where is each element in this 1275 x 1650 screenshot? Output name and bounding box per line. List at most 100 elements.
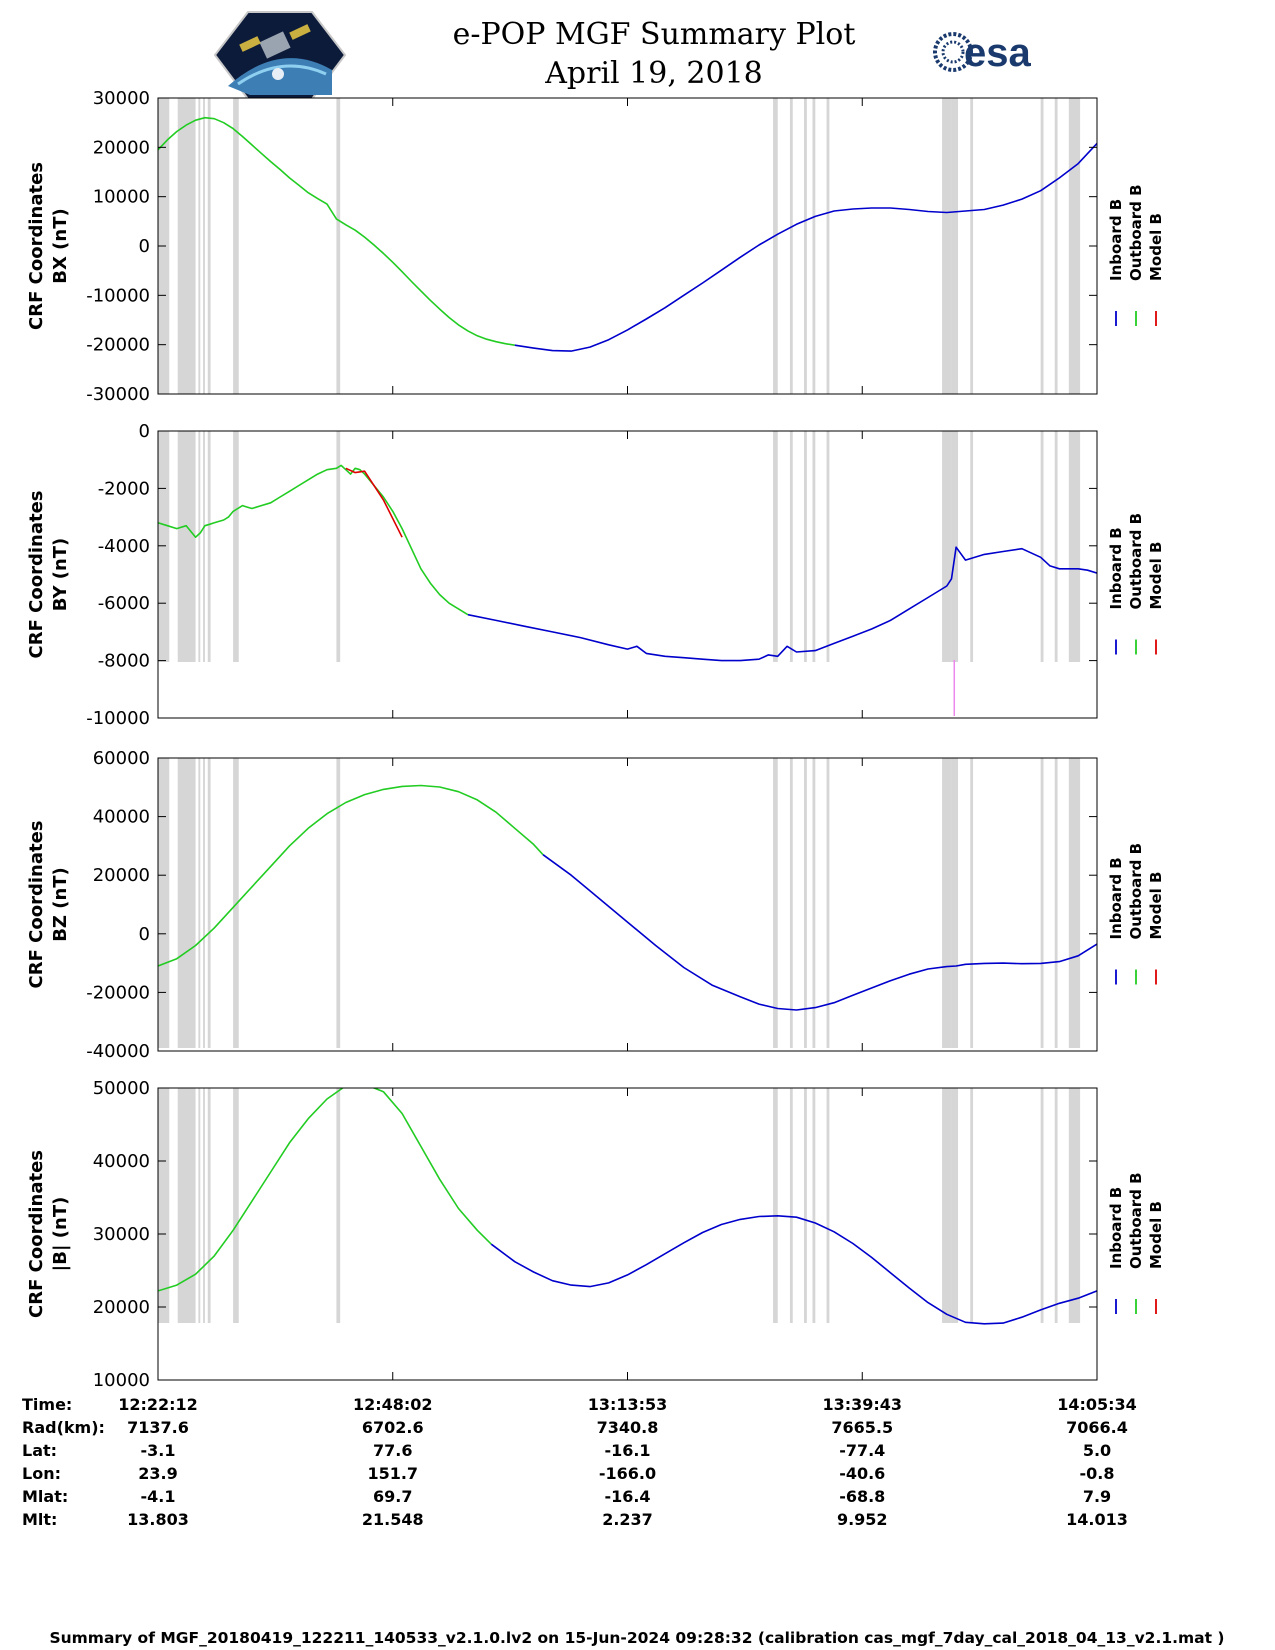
data-gap-band xyxy=(336,1088,341,1323)
orbit-cell: 7066.4 xyxy=(1066,1418,1128,1437)
data-gap-band xyxy=(1040,98,1044,394)
data-gap-band xyxy=(233,98,239,394)
data-gap-band xyxy=(789,431,793,662)
data-gap-band xyxy=(158,758,170,1048)
data-gap-band xyxy=(804,431,807,662)
data-gap-band xyxy=(826,1088,830,1323)
data-gap-band xyxy=(789,758,793,1048)
data-gap-band xyxy=(804,1088,807,1323)
orbit-cell: 9.952 xyxy=(837,1510,888,1529)
orbit-cell: 5.0 xyxy=(1083,1441,1111,1460)
y-tick-label: -8000 xyxy=(98,651,150,672)
orbit-cell: 13.803 xyxy=(127,1510,189,1529)
y-tick-label: -20000 xyxy=(86,982,150,1003)
plot-area xyxy=(158,758,1097,1051)
data-gap-band xyxy=(942,1088,952,1323)
y-tick-label: 50000 xyxy=(93,1078,150,1099)
plot-area xyxy=(158,98,1097,394)
data-gap-band xyxy=(773,98,778,394)
data-gap-band xyxy=(207,431,211,662)
y-tick-label: 40000 xyxy=(93,1151,150,1172)
plot-area xyxy=(158,431,1097,718)
orbit-cell: 14:05:34 xyxy=(1057,1395,1137,1414)
orbit-cell: 13:39:43 xyxy=(822,1395,902,1414)
orbit-cell: 2.237 xyxy=(602,1510,653,1529)
legend-label: Model B xyxy=(1147,1201,1165,1269)
footer-caption: Summary of MGF_20180419_122211_140533_v2… xyxy=(49,1629,1224,1647)
data-gap-band xyxy=(970,1088,974,1323)
data-gap-band xyxy=(198,431,201,662)
legend-label: Model B xyxy=(1147,542,1165,610)
data-gap-band xyxy=(812,98,816,394)
data-gap-band xyxy=(1040,431,1044,662)
data-gap-band xyxy=(1068,758,1081,1048)
orbit-cell: 21.548 xyxy=(362,1510,424,1529)
data-gap-band xyxy=(203,758,205,1048)
series-line-inboard-b xyxy=(542,854,1097,1011)
orbit-cell: -166.0 xyxy=(599,1464,656,1483)
orbit-cell: 77.6 xyxy=(373,1441,412,1460)
y-tick-label: 20000 xyxy=(93,865,150,886)
panel-3: 60000 40000 20000 0 -20000 -40000 CRF Coordina… xyxy=(26,748,1165,1062)
cassiope-logo xyxy=(213,11,347,100)
data-gap-band xyxy=(826,431,830,662)
legend-label: Inboard B xyxy=(1107,857,1125,939)
data-gap-band xyxy=(812,431,816,662)
data-gap-band xyxy=(1054,758,1058,1048)
data-gap-band xyxy=(336,431,341,662)
series-line-model-b xyxy=(345,467,403,538)
data-gap-band xyxy=(203,1088,205,1323)
orbit-row-label: Mlat: xyxy=(22,1487,68,1506)
y-tick-label: 30000 xyxy=(93,1224,150,1245)
data-gap-band xyxy=(804,98,807,394)
series-line-inboard-b xyxy=(490,1215,1097,1325)
y-axis-label-line2: BY (nT) xyxy=(50,538,71,612)
data-gap-band xyxy=(970,431,974,662)
data-gap-band xyxy=(1054,431,1058,662)
data-gap-band xyxy=(177,431,196,662)
legend-label: Outboard B xyxy=(1127,1172,1145,1269)
data-gap-band xyxy=(942,98,952,394)
legend: Inboard B Outboard B Model B xyxy=(1107,1172,1165,1314)
data-gap-band xyxy=(198,1088,201,1323)
plot-title-line1: e-POP MGF Summary Plot xyxy=(453,17,856,52)
data-gap-band xyxy=(207,758,211,1048)
legend-label: Inboard B xyxy=(1107,1187,1125,1269)
data-gap-band xyxy=(336,758,341,1048)
panel-1: 30000 20000 10000 0 -10000 -20000 -30000 CRF Co… xyxy=(26,88,1165,405)
data-gap-band xyxy=(951,1088,959,1323)
orbit-cell: -4.1 xyxy=(141,1487,176,1506)
data-gap-band xyxy=(1068,1088,1081,1323)
orbit-row-label: Lat: xyxy=(22,1441,57,1460)
data-gap-band xyxy=(198,758,201,1048)
y-tick-label: -30000 xyxy=(86,384,150,405)
data-gap-band xyxy=(336,98,341,394)
data-gap-band xyxy=(773,1088,778,1323)
data-gap-band xyxy=(773,431,778,662)
orbit-cell: 7665.5 xyxy=(831,1418,893,1437)
orbit-cell: 7.9 xyxy=(1083,1487,1111,1506)
y-tick-label: 0 xyxy=(139,421,150,442)
y-axis-label-line2: |B| (nT) xyxy=(50,1197,71,1272)
orbit-row-label: Time: xyxy=(22,1395,72,1414)
data-gap-band xyxy=(951,431,959,662)
y-tick-label: 60000 xyxy=(93,748,150,769)
orbit-cell: -16.4 xyxy=(604,1487,650,1506)
orbit-cell: 151.7 xyxy=(367,1464,418,1483)
data-gap-band xyxy=(207,1088,211,1323)
legend-label: Outboard B xyxy=(1127,843,1145,940)
y-tick-label: 30000 xyxy=(93,88,150,109)
y-tick-label: 10000 xyxy=(93,187,150,208)
data-gap-band xyxy=(203,431,205,662)
data-gap-band xyxy=(826,98,830,394)
data-gap-band xyxy=(773,758,778,1048)
y-axis-label-line2: BZ (nT) xyxy=(50,867,71,942)
legend: Inboard B Outboard B Model B xyxy=(1107,184,1165,326)
y-axis-label-line1: CRF Coordinates xyxy=(26,1150,47,1318)
data-gap-band xyxy=(970,98,974,394)
orbit-cell: 12:22:12 xyxy=(118,1395,198,1414)
orbit-cell: -3.1 xyxy=(141,1441,176,1460)
y-axis-label-line1: CRF Coordinates xyxy=(26,491,47,659)
legend: Inboard B Outboard B Model B xyxy=(1107,843,1165,985)
panel-2: 0 -2000 -4000 -6000 -8000 -10000 CRF Coordinat… xyxy=(26,421,1165,729)
